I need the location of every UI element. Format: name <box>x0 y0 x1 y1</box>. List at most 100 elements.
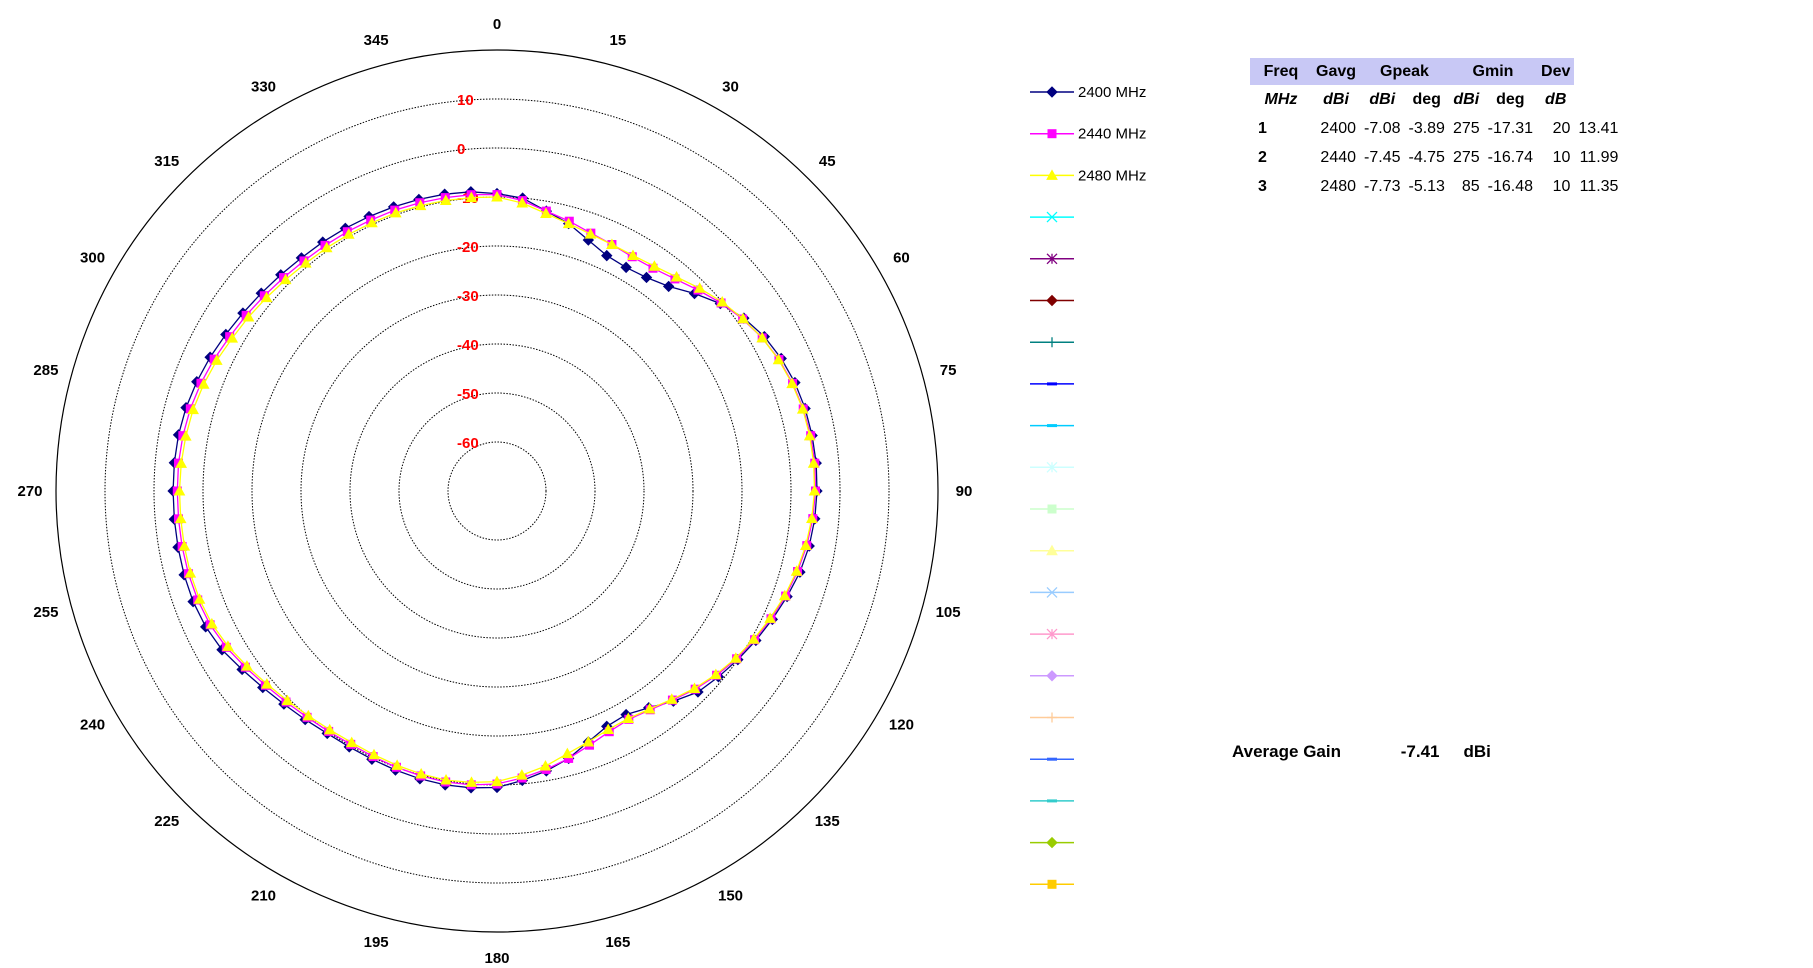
data-point <box>665 693 678 704</box>
cell-dev: 11.99 <box>1579 148 1619 166</box>
data-point <box>1046 211 1058 223</box>
data-point <box>1046 169 1058 180</box>
grid-ring <box>153 147 841 835</box>
cell-freq: 2440 <box>1320 148 1357 166</box>
cell-dev: 11.35 <box>1579 177 1619 195</box>
legend-item <box>1030 253 1074 265</box>
legend-item <box>1030 757 1074 761</box>
angle-tick-label: 180 <box>484 950 509 967</box>
data-point <box>1046 836 1058 849</box>
cell-freq: 2400 <box>1320 119 1357 137</box>
radial-tick-label: 0 <box>457 141 465 158</box>
series-2 <box>173 190 821 787</box>
angle-tick-label: 135 <box>815 813 840 830</box>
data-point <box>516 196 529 208</box>
cell-gpeak-deg: 275 <box>1452 148 1480 166</box>
data-point <box>1047 424 1057 428</box>
data-point <box>807 457 820 468</box>
angle-tick-label: 15 <box>610 32 627 49</box>
data-point <box>1046 670 1058 682</box>
data-point <box>562 217 575 229</box>
data-point <box>222 640 234 651</box>
data-point <box>299 257 312 268</box>
data-point <box>281 694 294 706</box>
unit-gpeak-deg: deg <box>1412 90 1441 108</box>
data-point <box>772 353 785 365</box>
angle-tick-label: 300 <box>80 250 105 267</box>
data-point <box>747 633 760 644</box>
data-point <box>175 457 188 468</box>
grid-ring <box>251 245 743 737</box>
data-point <box>670 271 683 282</box>
data-point <box>764 612 776 623</box>
unit-freq: MHz <box>1264 90 1298 108</box>
cell-gmin: -16.48 <box>1487 177 1534 195</box>
row-index: 1 <box>1258 119 1267 137</box>
data-point <box>756 331 769 343</box>
data-point <box>540 207 552 219</box>
data-point <box>345 736 358 748</box>
data-point <box>805 512 818 524</box>
legend-item <box>1030 712 1074 723</box>
angle-tick-label: 345 <box>364 32 389 49</box>
legend-item <box>1030 628 1074 640</box>
data-point <box>803 429 816 441</box>
data-point <box>1047 504 1057 514</box>
unit-gpeak: dBi <box>1369 90 1396 108</box>
angle-tick-label: 270 <box>17 483 42 500</box>
data-point <box>648 260 661 271</box>
grid-ring <box>300 294 694 688</box>
header-dev: Dev <box>1537 58 1575 85</box>
data-point <box>640 271 653 284</box>
header-gpeak: Gpeak <box>1360 58 1449 85</box>
average-gain-value: -7.41 <box>1400 742 1440 761</box>
data-point <box>1047 382 1057 386</box>
data-point <box>561 747 574 759</box>
data-point <box>716 295 729 307</box>
legend-item <box>1030 461 1074 473</box>
radial-tick-label: -60 <box>457 435 479 452</box>
data-point <box>1047 757 1057 761</box>
data-point <box>627 249 639 260</box>
average-gain-label: Average Gain <box>1232 742 1341 761</box>
header-freq: Freq <box>1250 58 1312 85</box>
data-point <box>1047 337 1057 348</box>
unit-dev: dB <box>1545 90 1567 108</box>
row-index: 2 <box>1258 148 1267 166</box>
legend-label: 2480 MHz <box>1078 167 1146 184</box>
cell-gpeak: -5.13 <box>1408 177 1445 195</box>
data-point <box>582 735 595 747</box>
legend-item: 2400 MHz <box>1030 84 1146 101</box>
legend-item <box>1030 879 1074 889</box>
average-gain-unit: dBi <box>1463 742 1491 761</box>
data-point <box>174 512 187 524</box>
data-point <box>302 709 315 721</box>
data-point <box>737 312 749 324</box>
legend-item <box>1030 424 1074 428</box>
data-point <box>601 249 613 262</box>
series-line <box>172 191 818 789</box>
angle-tick-label: 60 <box>893 250 910 267</box>
legend-label: 2400 MHz <box>1078 84 1146 101</box>
data-point <box>1046 461 1058 473</box>
table-row: 2 2440 -7.45 -4.75 275 -16.74 10 11.99 <box>1250 143 1622 172</box>
data-point <box>1046 586 1058 598</box>
data-point <box>693 282 706 293</box>
grid-ring <box>104 98 890 884</box>
data-point <box>465 191 478 203</box>
data-point <box>1046 294 1058 307</box>
outer-ring <box>55 49 939 933</box>
average-gain: Average Gain -7.41 dBi <box>1232 742 1491 762</box>
data-point <box>620 261 632 274</box>
angle-tick-label: 255 <box>33 604 58 621</box>
data-point <box>242 310 255 322</box>
data-point <box>187 403 199 415</box>
data-point <box>210 354 223 365</box>
angle-tick-label: 315 <box>154 153 179 170</box>
data-point <box>193 593 206 604</box>
legend-item <box>1030 670 1074 682</box>
data-point <box>643 702 656 714</box>
angle-tick-label: 210 <box>251 887 276 904</box>
data-point <box>261 678 273 689</box>
